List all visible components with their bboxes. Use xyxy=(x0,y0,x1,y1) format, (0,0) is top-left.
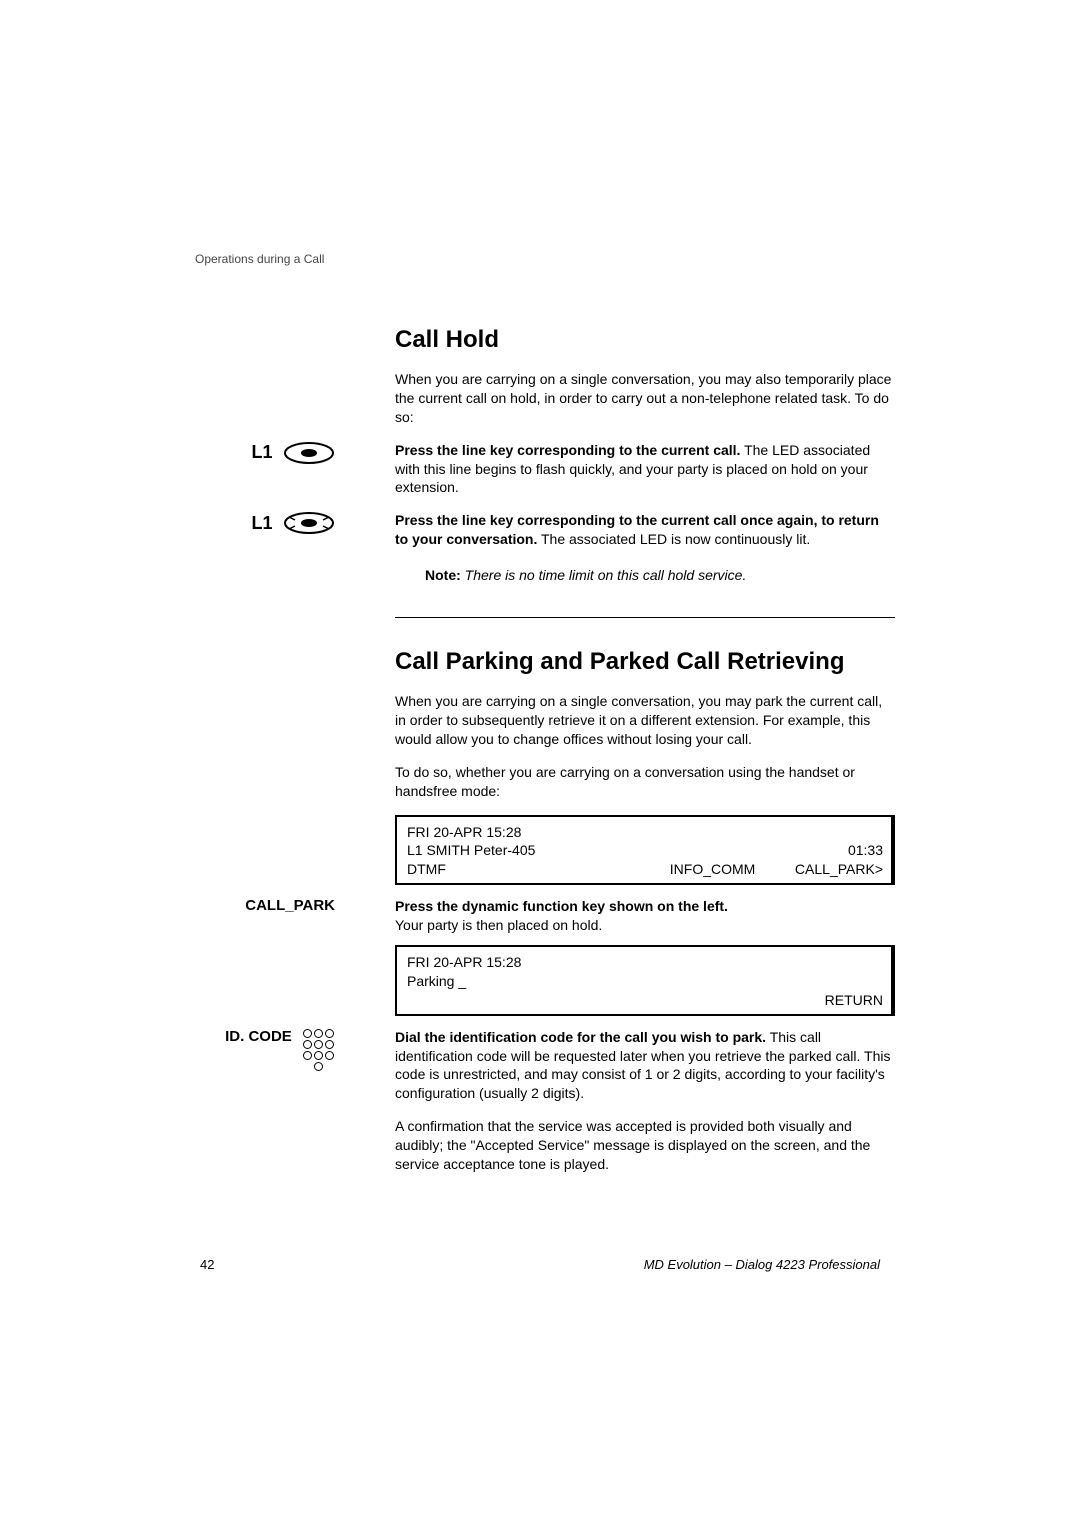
lcd2-r1: FRI 20-APR 15:28 xyxy=(407,953,521,972)
section2-p2: To do so, whether you are carrying on a … xyxy=(395,763,895,801)
line-key-flash-icon xyxy=(283,511,335,535)
callpark-text: Press the dynamic function key shown on … xyxy=(395,897,895,935)
section1-note: Note: There is no time limit on this cal… xyxy=(425,567,895,583)
line-key-icon xyxy=(283,441,335,465)
section1-intro: When you are carrying on a single conver… xyxy=(395,370,895,427)
keypad-icon xyxy=(302,1028,335,1072)
idcode-label: ID. CODE xyxy=(225,1028,292,1045)
section2-p1: When you are carrying on a single conver… xyxy=(395,692,895,749)
callpark-label: CALL_PARK xyxy=(105,897,335,914)
running-header: Operations during a Call xyxy=(195,252,895,266)
idcode-text: Dial the identification code for the cal… xyxy=(395,1028,895,1104)
section2-callpark: CALL_PARK Press the dynamic function key… xyxy=(195,897,895,1015)
lcd1-r1: FRI 20-APR 15:28 xyxy=(407,823,521,842)
line-key-l1-flash: L1 xyxy=(252,511,335,535)
lcd2-r3: RETURN xyxy=(825,991,883,1010)
lcd-display-1: FRI 20-APR 15:28 L1 SMITH Peter-405 01:33… xyxy=(395,815,895,886)
page-content: Operations during a Call Call Hold When … xyxy=(195,252,895,1188)
section2-title: Call Parking and Parked Call Retrieving xyxy=(395,648,895,676)
lcd1-r3-mid: INFO_COMM xyxy=(670,860,756,879)
section2-p3: A confirmation that the service was acce… xyxy=(395,1117,895,1174)
line-key-label: L1 xyxy=(252,513,273,533)
line-key-l1: L1 xyxy=(252,441,335,465)
lcd2-r2: Parking _ xyxy=(407,972,466,991)
lcd1-r3-right: CALL_PARK> xyxy=(795,860,883,879)
section1-step2: L1 Press the line key corresponding to t… xyxy=(195,511,895,583)
section1-title: Call Hold xyxy=(395,326,895,354)
section1-step2-text: Press the line key corresponding to the … xyxy=(395,511,895,549)
line-key-label: L1 xyxy=(252,442,273,462)
lcd1-r2-right: 01:33 xyxy=(848,841,883,860)
section2-idcode: ID. CODE Dial the identification code fo… xyxy=(195,1028,895,1174)
footer-text: MD Evolution – Dialog 4223 Professional xyxy=(644,1257,880,1272)
lcd-display-2: FRI 20-APR 15:28 Parking _ RETURN xyxy=(395,945,895,1016)
page-number: 42 xyxy=(200,1257,214,1272)
section-divider xyxy=(395,617,895,618)
section1-step1-text: Press the line key corresponding to the … xyxy=(395,441,895,498)
section1-step1: L1 Press the line key corresponding to t… xyxy=(195,441,895,498)
lcd1-r3-left: DTMF xyxy=(407,860,446,879)
lcd1-r2-left: L1 SMITH Peter-405 xyxy=(407,841,535,860)
